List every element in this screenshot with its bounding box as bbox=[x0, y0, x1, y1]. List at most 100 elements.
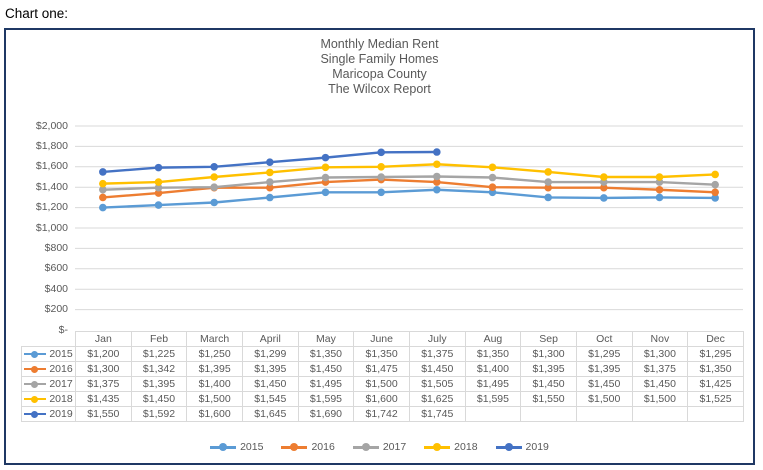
table-row-2016: 2016 $1,300 $1,342 $1,395 $1,395 $1,450 $1,475… bbox=[21, 361, 744, 377]
table-cell: $1,745 bbox=[408, 406, 466, 422]
table-header-cell: Dec bbox=[687, 331, 744, 347]
table-cell: $1,395 bbox=[186, 361, 243, 377]
data-point-marker-2015 bbox=[210, 198, 218, 207]
table-cell: $1,250 bbox=[186, 346, 243, 362]
data-point-marker-2015 bbox=[321, 188, 330, 197]
table-cell: $1,625 bbox=[408, 391, 466, 407]
series-name: 2019 bbox=[49, 408, 73, 420]
data-point-marker-2015 bbox=[99, 203, 107, 212]
table-cell bbox=[520, 406, 577, 422]
data-point-marker-2017 bbox=[711, 180, 719, 189]
data-point-marker-2018 bbox=[377, 163, 385, 171]
chart-title: Monthly Median Rent Single Family Homes … bbox=[6, 37, 753, 97]
y-axis-tick-label: $600 bbox=[44, 262, 68, 275]
legend-label: 2017 bbox=[382, 441, 407, 453]
table-cell: $1,350 bbox=[353, 346, 410, 362]
chart-title-line-3: Maricopa County bbox=[332, 67, 427, 81]
data-point-marker-2016 bbox=[600, 183, 608, 192]
data-point-marker-2018 bbox=[210, 173, 218, 181]
y-axis-tick-label: $1,800 bbox=[35, 139, 68, 152]
series-key-dot bbox=[504, 443, 513, 451]
table-cell: $1,592 bbox=[130, 406, 188, 422]
series-key-dot bbox=[31, 365, 39, 373]
table-cell: $1,300 bbox=[520, 346, 577, 362]
table-header-cell: May bbox=[297, 331, 355, 347]
table-header-cell: June bbox=[353, 331, 410, 347]
legend-item-2019: 2019 bbox=[495, 441, 549, 453]
table-cell bbox=[575, 406, 633, 422]
series-line-2018 bbox=[102, 163, 716, 185]
series-line-2015 bbox=[102, 188, 716, 209]
series-key-icon bbox=[495, 443, 522, 451]
table-cell: $1,500 bbox=[353, 376, 410, 392]
data-point-marker-2018 bbox=[600, 173, 608, 181]
series-line-2017 bbox=[102, 175, 716, 191]
table-cell: $1,600 bbox=[353, 391, 410, 407]
chart-container: Monthly Median Rent Single Family Homes … bbox=[4, 28, 755, 465]
table-row-label: 2015 bbox=[21, 346, 76, 362]
data-point-marker-2016 bbox=[488, 183, 497, 191]
series-key-dot bbox=[290, 443, 299, 451]
data-point-marker-2017 bbox=[377, 173, 385, 181]
series-key-dot bbox=[219, 443, 228, 451]
table-row-2017: 2017 $1,375 $1,395 $1,400 $1,450 $1,495 $1,500… bbox=[21, 376, 744, 392]
data-point-marker-2017 bbox=[544, 178, 552, 186]
data-point-marker-2015 bbox=[266, 193, 274, 202]
data-point-marker-2016 bbox=[655, 185, 664, 194]
table-cell: $1,350 bbox=[297, 346, 355, 362]
table-cell: $1,400 bbox=[464, 361, 522, 377]
data-point-marker-2018 bbox=[544, 168, 552, 176]
data-point-marker-2016 bbox=[99, 193, 107, 202]
data-point-marker-2017 bbox=[266, 178, 274, 186]
data-point-marker-2017 bbox=[99, 185, 107, 194]
series-key-icon bbox=[352, 443, 379, 451]
table-cell: $1,425 bbox=[687, 376, 744, 392]
table-header-cell: Aug bbox=[464, 331, 522, 347]
table-cell: $1,342 bbox=[130, 361, 188, 377]
series-key-icon bbox=[24, 380, 47, 388]
legend-label: 2016 bbox=[311, 441, 335, 453]
table-cell: $1,375 bbox=[408, 346, 466, 362]
data-point-marker-2016 bbox=[711, 188, 719, 197]
table-cell: $1,450 bbox=[520, 376, 577, 392]
table-cell: $1,395 bbox=[241, 361, 299, 377]
data-point-marker-2019 bbox=[210, 163, 218, 171]
table-cell: $1,450 bbox=[297, 361, 355, 377]
table-cell: $1,295 bbox=[575, 346, 633, 362]
table-cell: $1,375 bbox=[75, 376, 132, 392]
table-cell: $1,500 bbox=[575, 391, 633, 407]
series-name: 2017 bbox=[49, 378, 73, 390]
table-cell: $1,450 bbox=[575, 376, 633, 392]
data-point-marker-2015 bbox=[433, 185, 441, 194]
y-axis-tick-label: $1,600 bbox=[35, 160, 68, 173]
legend-item-2017: 2017 bbox=[352, 441, 407, 453]
data-point-marker-2015 bbox=[544, 193, 552, 202]
table-cell bbox=[631, 406, 689, 422]
table-cell: $1,500 bbox=[631, 391, 689, 407]
data-point-marker-2018 bbox=[154, 178, 163, 186]
table-cell: $1,375 bbox=[631, 361, 689, 377]
table-cell: $1,690 bbox=[297, 406, 355, 422]
data-point-marker-2016 bbox=[266, 183, 274, 192]
series-key-dot bbox=[433, 443, 442, 451]
chart-caption: Chart one: bbox=[5, 6, 69, 21]
table-cell: $1,450 bbox=[241, 376, 299, 392]
y-axis-tick-label: $800 bbox=[44, 241, 68, 254]
table-cell: $1,450 bbox=[631, 376, 689, 392]
table-cell: $1,645 bbox=[241, 406, 299, 422]
table-cell: $1,350 bbox=[464, 346, 522, 362]
y-axis-tick-label: $- bbox=[58, 323, 68, 336]
y-axis-tick-label: $2,000 bbox=[35, 119, 68, 132]
series-key-icon bbox=[210, 443, 237, 451]
data-point-marker-2017 bbox=[433, 172, 441, 181]
table-row-label: 2017 bbox=[21, 376, 76, 392]
y-axis-tick-label: $1,200 bbox=[35, 201, 68, 214]
series-key-dot bbox=[31, 380, 39, 388]
table-cell: $1,395 bbox=[130, 376, 188, 392]
data-point-marker-2017 bbox=[154, 183, 163, 192]
data-point-marker-2017 bbox=[210, 183, 218, 191]
y-axis-tick-label: $400 bbox=[44, 282, 68, 295]
table-row-label: 2016 bbox=[21, 361, 76, 377]
data-point-marker-2017 bbox=[321, 173, 330, 182]
table-cell: $1,595 bbox=[297, 391, 355, 407]
